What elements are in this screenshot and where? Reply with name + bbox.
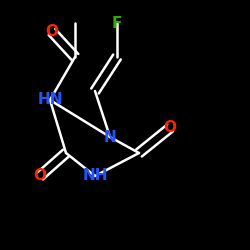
Text: O: O [34, 168, 46, 184]
Text: NH: NH [82, 168, 108, 184]
Text: N: N [104, 130, 117, 144]
Text: F: F [112, 16, 122, 30]
Text: O: O [164, 120, 176, 136]
Text: O: O [46, 24, 59, 40]
Text: HN: HN [37, 92, 63, 108]
